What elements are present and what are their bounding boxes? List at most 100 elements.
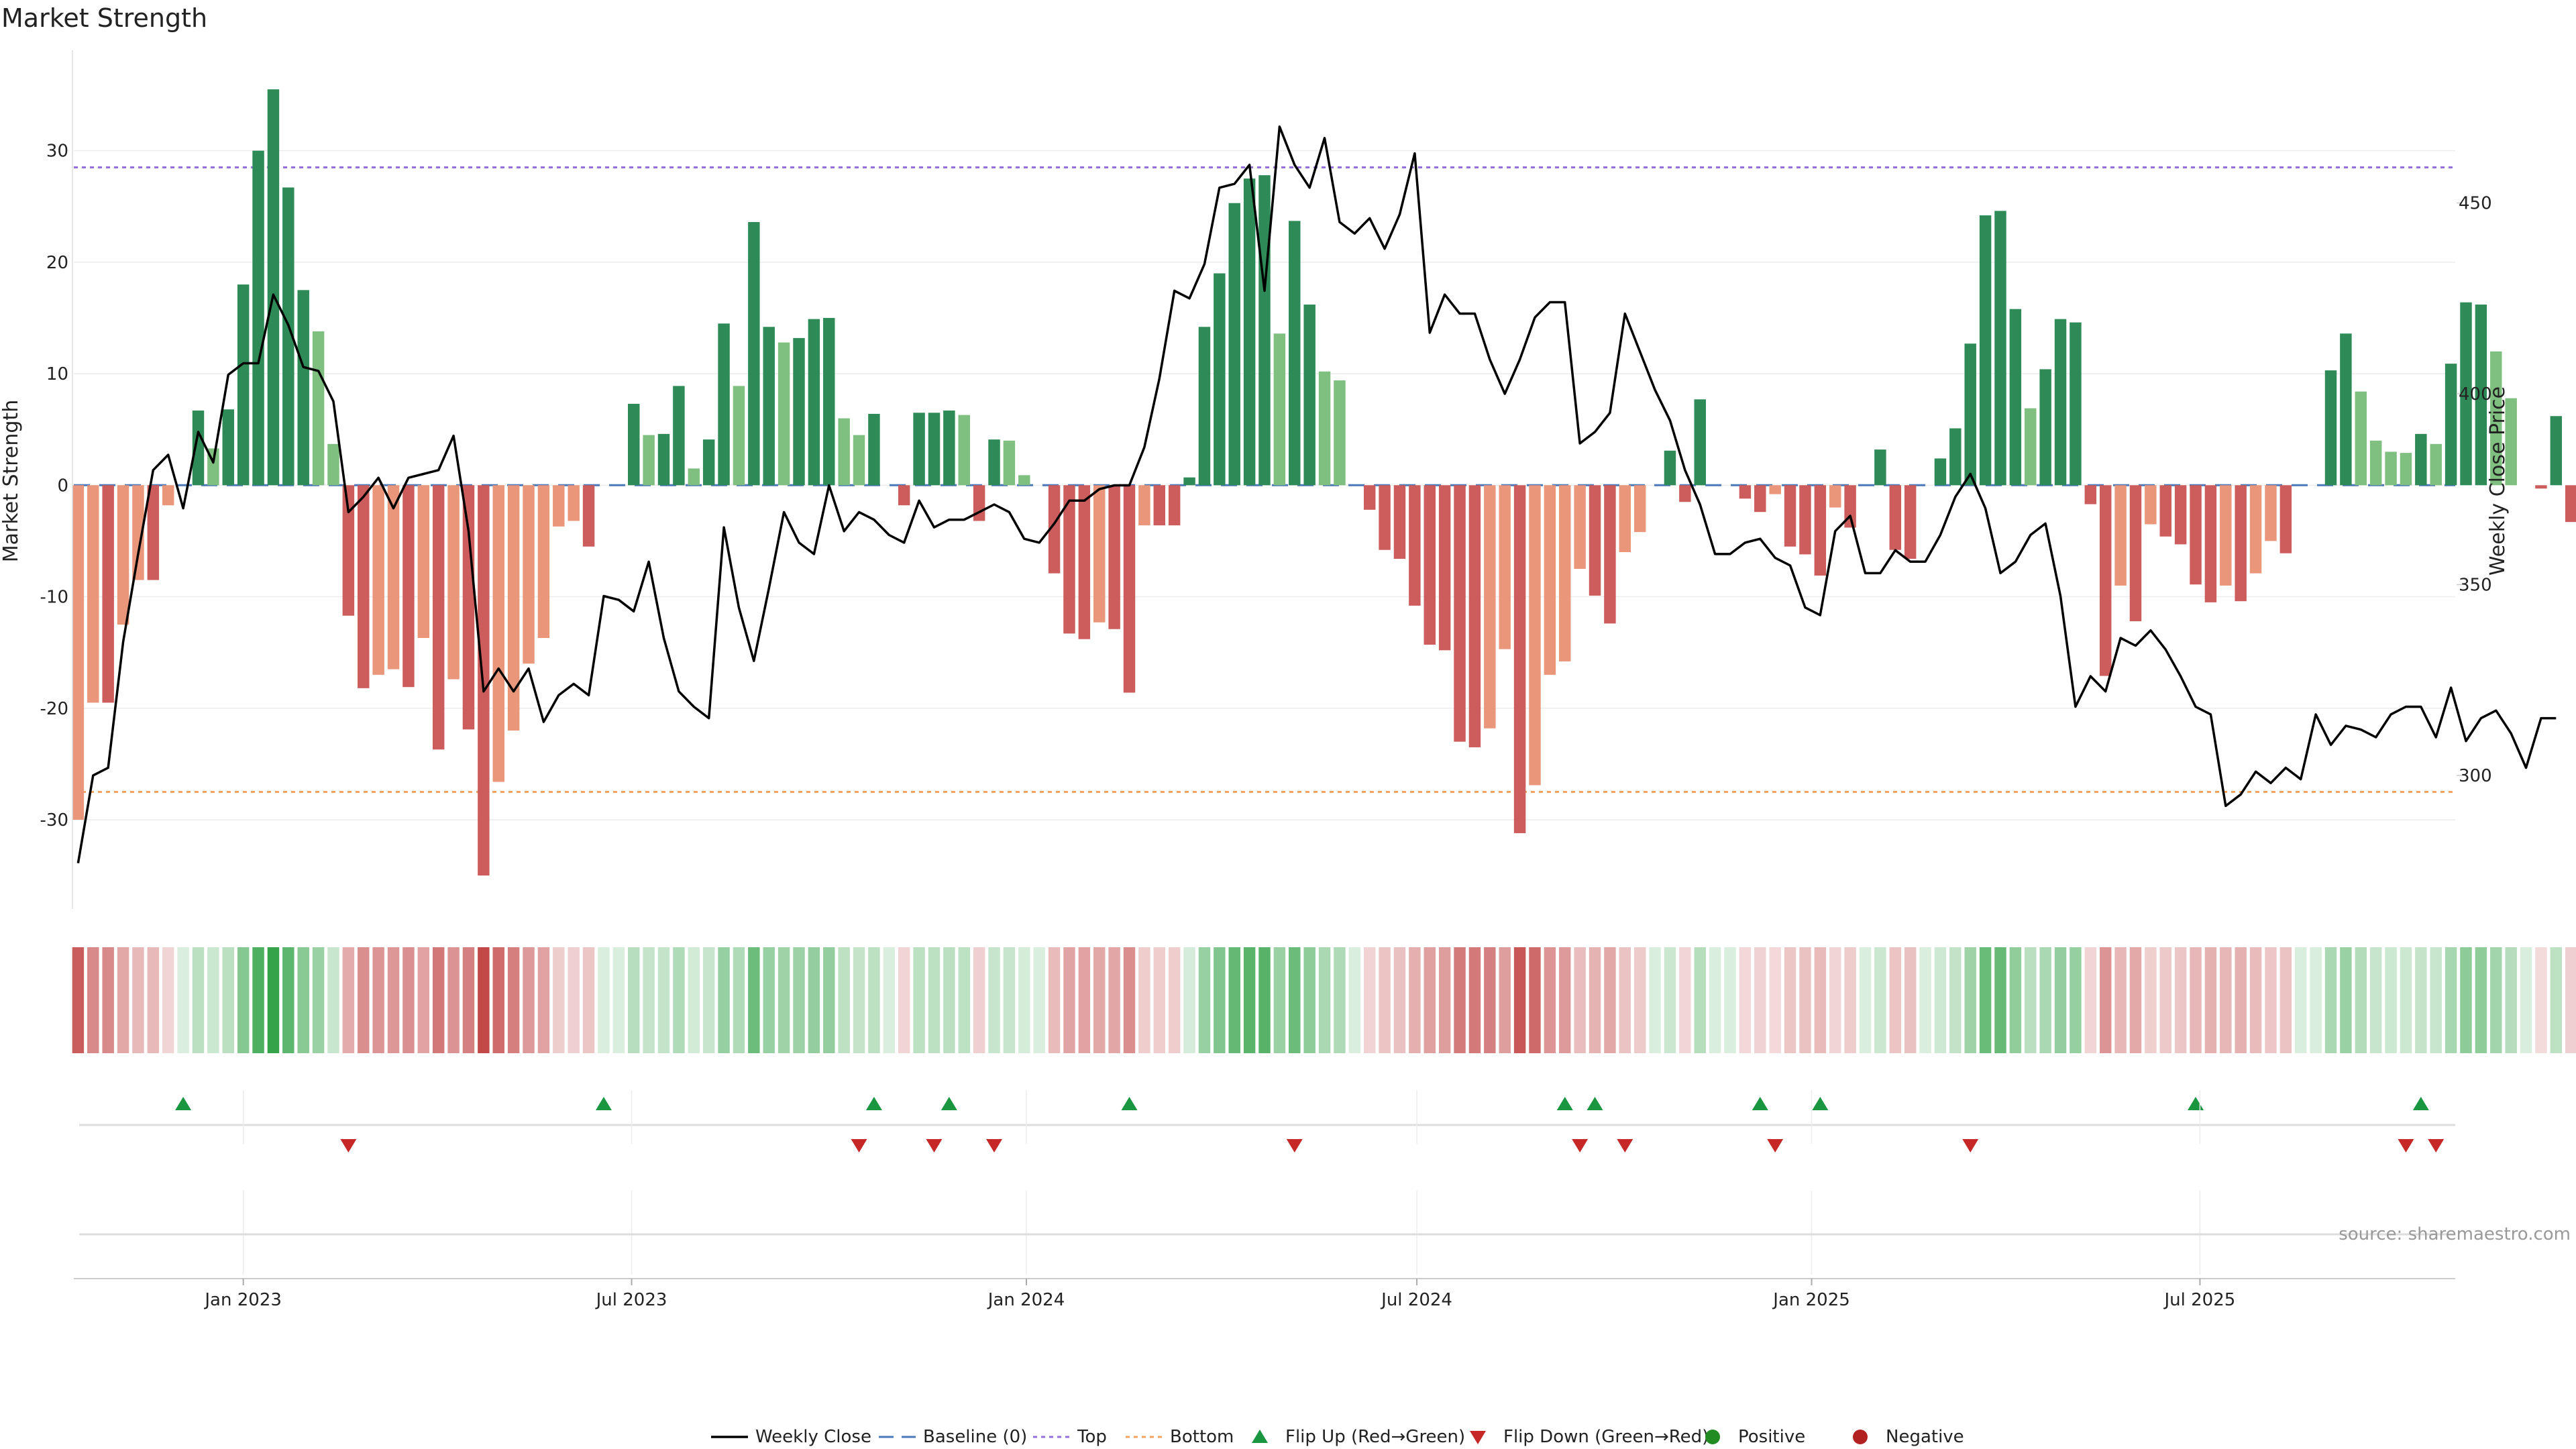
- heat-cell: [523, 947, 535, 1053]
- flip-up-marker: [865, 1097, 882, 1110]
- heat-cell: [808, 947, 820, 1053]
- heat-cell: [1559, 947, 1571, 1053]
- strength-bar: [823, 317, 835, 486]
- heat-cell: [478, 947, 490, 1053]
- strength-bar: [162, 485, 174, 506]
- heat-cell: [1934, 947, 1947, 1053]
- heat-cell: [1754, 947, 1766, 1053]
- heat-cell: [492, 947, 504, 1053]
- strength-bar: [988, 439, 1000, 486]
- heat-cell: [1168, 947, 1181, 1053]
- flip-down-marker: [2398, 1139, 2414, 1152]
- strength-bar: [222, 409, 235, 486]
- heat-cell: [598, 947, 610, 1053]
- flip-down-marker: [1962, 1139, 1979, 1152]
- price-line-layer: [76, 125, 2557, 863]
- strength-bar: [72, 485, 85, 820]
- heat-cell: [1679, 947, 1691, 1053]
- heat-cell: [282, 947, 294, 1053]
- heat-cell: [1273, 947, 1286, 1053]
- legend-item-flip-down: Flip Down (Green→Red): [1470, 1427, 1709, 1447]
- heat-cell: [868, 947, 880, 1053]
- weekly-close-line: [76, 125, 2557, 863]
- flip-down-marker: [2428, 1139, 2445, 1152]
- strength-bar: [372, 485, 384, 675]
- heat-cell: [1018, 947, 1030, 1053]
- heat-cell: [1363, 947, 1376, 1053]
- strength-bar: [1513, 485, 1526, 833]
- heat-cell: [2520, 947, 2532, 1053]
- strength-bar: [1589, 485, 1601, 596]
- heat-cell: [958, 947, 970, 1053]
- strength-bar: [2084, 485, 2097, 504]
- heat-cell: [1604, 947, 1616, 1053]
- heat-cell: [1664, 947, 1676, 1053]
- heat-cell: [1409, 947, 1421, 1053]
- heat-cell: [1438, 947, 1451, 1053]
- strength-bar: [2279, 485, 2292, 553]
- heat-cell: [702, 947, 715, 1053]
- strength-bar: [1078, 485, 1091, 639]
- heat-cell: [2294, 947, 2307, 1053]
- heat-cell: [207, 947, 219, 1053]
- heat-cell: [132, 947, 144, 1053]
- flip-up-marker: [1812, 1097, 1829, 1110]
- heat-cell: [2190, 947, 2202, 1053]
- strength-bar: [973, 485, 985, 521]
- x-axis: Jan 2023 Jul 2023 Jan 2024 Jul 2024 Jan 2025…: [74, 1278, 2455, 1310]
- strength-bar: [1289, 221, 1301, 486]
- strength-bar: [928, 413, 941, 486]
- heat-cell: [612, 947, 625, 1053]
- strength-bar: [507, 485, 520, 731]
- strength-bar: [537, 485, 550, 639]
- strength-bar: [2159, 485, 2171, 537]
- legend-label: Flip Up (Red→Green): [1285, 1427, 1465, 1447]
- heat-cell: [2204, 947, 2217, 1053]
- flip-up-marker: [595, 1097, 612, 1110]
- legend-label: Flip Down (Green→Red): [1503, 1427, 1709, 1447]
- strength-bar: [2475, 305, 2487, 486]
- flip-up-marker: [2188, 1097, 2204, 1110]
- heat-cell: [2565, 947, 2576, 1053]
- heat-cell: [1829, 947, 1841, 1053]
- strength-bar: [1214, 273, 1226, 486]
- strength-bar: [1544, 485, 1556, 675]
- heat-cell: [1048, 947, 1061, 1053]
- strength-bar: [733, 386, 745, 486]
- strength-bar: [417, 485, 430, 639]
- y-left-tick-label: 20: [46, 253, 68, 273]
- flip-down-marker: [926, 1139, 943, 1152]
- heat-cell: [793, 947, 805, 1053]
- heat-cell: [1979, 947, 1992, 1053]
- strength-bar: [657, 433, 670, 486]
- strength-bar: [1048, 485, 1061, 574]
- heat-cell: [2070, 947, 2082, 1053]
- strength-bar: [2025, 408, 2037, 486]
- heat-cell: [838, 947, 850, 1053]
- strength-bar: [297, 290, 309, 486]
- strength-bar: [358, 485, 370, 688]
- heat-cell: [1243, 947, 1256, 1053]
- heat-cell: [2159, 947, 2171, 1053]
- strength-bar: [1273, 333, 1286, 486]
- heat-cell: [1123, 947, 1136, 1053]
- heat-cell: [1949, 947, 1962, 1053]
- legend-item-baseline: Baseline (0): [879, 1427, 1027, 1447]
- strength-bar: [2415, 433, 2427, 486]
- strength-bar: [2190, 485, 2202, 585]
- heat-cell: [507, 947, 520, 1053]
- heat-cell: [1198, 947, 1211, 1053]
- x-tick-label: Jan 2024: [987, 1290, 1065, 1310]
- strength-bar: [2204, 485, 2217, 602]
- strength-bar: [1784, 485, 1796, 547]
- heat-cell: [417, 947, 430, 1053]
- heat-cell: [358, 947, 370, 1053]
- heat-cell: [1619, 947, 1631, 1053]
- strength-bar: [748, 222, 760, 486]
- heat-cell: [237, 947, 250, 1053]
- heat-cell: [2025, 947, 2037, 1053]
- strength-bar: [1108, 485, 1120, 629]
- strength-bar: [2430, 443, 2442, 486]
- heat-cell: [718, 947, 730, 1053]
